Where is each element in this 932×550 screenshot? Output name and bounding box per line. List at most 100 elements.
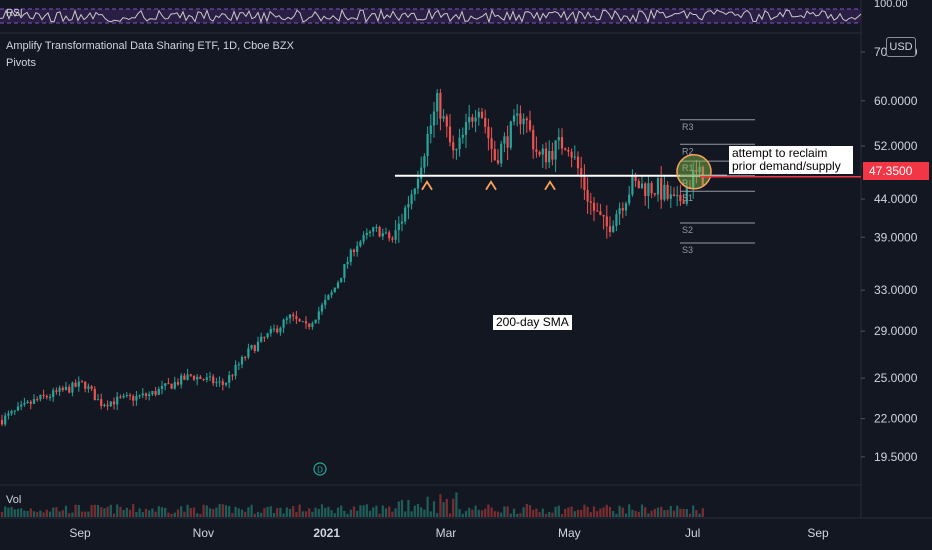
- volume-bar: [100, 507, 103, 517]
- volume-bar: [64, 505, 68, 517]
- volume-bar: [29, 508, 32, 517]
- volume-bar: [480, 510, 484, 517]
- candle-body: [4, 415, 7, 425]
- price-axis-tick: 19.5000: [874, 450, 918, 464]
- volume-bar: [260, 512, 263, 517]
- candle-body: [509, 121, 512, 148]
- sma-annotation[interactable]: 200-day SMA: [493, 315, 572, 330]
- candle-body: [388, 232, 391, 239]
- volume-bar: [292, 506, 295, 517]
- volume-bar: [525, 504, 528, 517]
- volume-bar: [557, 505, 560, 517]
- volume-bar: [650, 510, 653, 517]
- candle-body: [420, 167, 423, 179]
- volume-bar: [324, 507, 327, 517]
- volume-bar: [352, 506, 356, 517]
- candle-body: [618, 208, 621, 215]
- volume-bar: [685, 509, 688, 517]
- price-axis-tick: 22.0000: [874, 412, 918, 426]
- candle-body: [647, 183, 650, 197]
- volume-bar: [618, 505, 621, 517]
- candle-body: [324, 299, 327, 305]
- candle-body: [679, 194, 682, 202]
- highlight-circle[interactable]: [676, 154, 712, 190]
- candle-body: [471, 117, 474, 122]
- candle-body: [685, 187, 688, 204]
- volume-bar: [170, 513, 173, 517]
- dividend-marker-icon[interactable]: [313, 462, 327, 476]
- volume-bar: [381, 505, 384, 517]
- candle-body: [439, 92, 442, 119]
- volume-bar: [346, 513, 349, 517]
- volume-bar: [109, 504, 112, 517]
- candle-body: [10, 411, 13, 414]
- volume-bar: [647, 513, 650, 517]
- volume-bar: [544, 513, 548, 517]
- volume-bar: [157, 506, 160, 517]
- candle-body: [634, 176, 637, 182]
- candle-body: [650, 183, 653, 194]
- time-axis-tick: Nov: [193, 526, 214, 540]
- candle-body: [61, 387, 64, 390]
- rsi-pane-label: RSI: [6, 8, 23, 19]
- candle-body: [301, 321, 304, 323]
- candle-body: [132, 395, 135, 401]
- reclaim-annotation[interactable]: attempt to reclaim prior demand/supply: [729, 146, 853, 174]
- reclaim-annotation-line2: prior demand/supply: [732, 159, 841, 173]
- candle-body: [564, 148, 567, 150]
- candle-body: [23, 402, 26, 405]
- currency-button[interactable]: USD: [886, 37, 916, 57]
- price-axis-tick: 33.0000: [874, 283, 918, 297]
- volume-bar: [279, 507, 282, 517]
- candle-body: [359, 241, 362, 247]
- candle-body: [484, 117, 487, 127]
- volume-bar: [621, 507, 624, 517]
- volume-bar: [276, 508, 279, 517]
- volume-bar: [365, 504, 368, 517]
- dividend-marker-letter: D: [317, 466, 323, 475]
- volume-bar: [87, 511, 90, 517]
- candle-body: [244, 356, 247, 358]
- candle-body: [493, 149, 496, 161]
- candle-body: [628, 194, 631, 204]
- candle-body: [109, 401, 112, 407]
- volume-bar: [80, 511, 84, 517]
- candle-body: [365, 232, 368, 236]
- volume-bar: [560, 513, 564, 517]
- candle-body: [119, 396, 122, 398]
- candle-body: [349, 249, 352, 262]
- volume-bar: [285, 507, 288, 517]
- volume-bar: [439, 494, 442, 517]
- volume-bar: [477, 509, 480, 517]
- candle-body: [644, 183, 647, 197]
- candle-body: [221, 381, 224, 385]
- volume-bar: [333, 513, 336, 517]
- volume-bar: [330, 510, 333, 517]
- volume-bar: [637, 511, 640, 517]
- candle-body: [381, 233, 384, 237]
- candle-body: [548, 150, 551, 163]
- volume-bar: [208, 508, 212, 517]
- volume-bar: [429, 511, 432, 517]
- volume-bar: [256, 511, 260, 517]
- candle-body: [103, 404, 106, 407]
- price-axis-tick: 39.0000: [874, 230, 918, 244]
- candle-body: [276, 328, 279, 333]
- candle-body: [138, 395, 141, 397]
- support-arrow: [421, 180, 433, 191]
- candle-body: [500, 143, 503, 164]
- candle-body: [231, 375, 234, 377]
- volume-bar: [653, 508, 656, 517]
- candle-body: [330, 292, 333, 296]
- candle-body: [196, 376, 199, 380]
- volume-bar: [196, 513, 199, 517]
- candle-body: [106, 404, 109, 407]
- candle-body: [180, 375, 183, 385]
- candle-body: [624, 203, 628, 211]
- volume-bar: [192, 507, 196, 517]
- volume-bar: [698, 513, 701, 517]
- candle-body: [474, 117, 477, 122]
- candle-body: [560, 137, 564, 149]
- candle-body: [80, 381, 84, 383]
